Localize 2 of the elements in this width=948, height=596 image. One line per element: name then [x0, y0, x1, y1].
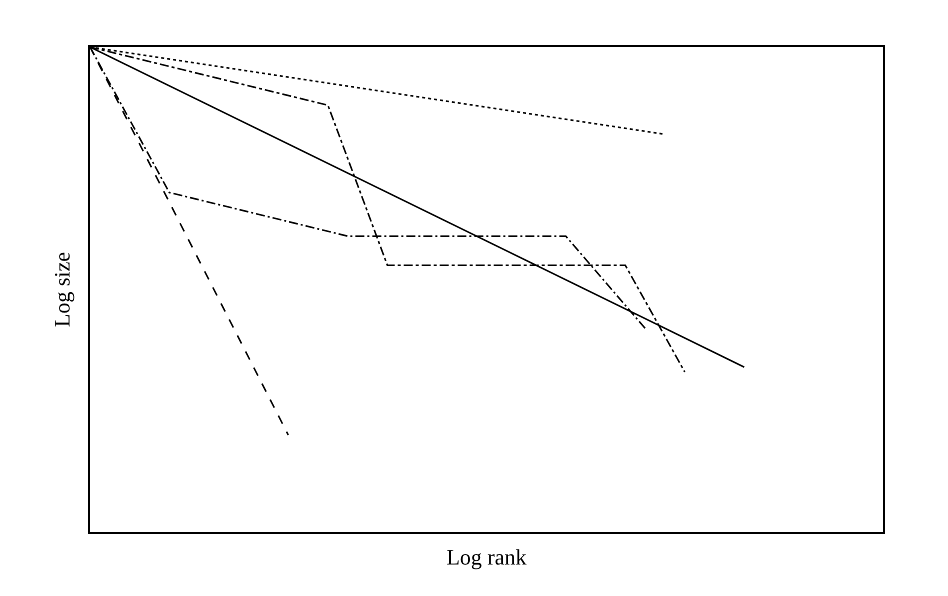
x-axis-title: Log rank: [446, 544, 527, 570]
y-axis-title: Log size: [50, 252, 75, 328]
